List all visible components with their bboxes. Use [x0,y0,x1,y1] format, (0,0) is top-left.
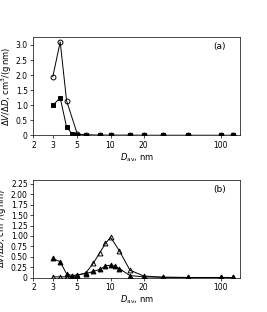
Text: (b): (b) [213,184,226,193]
X-axis label: $D_{\mathrm{av}}$, nm: $D_{\mathrm{av}}$, nm [120,151,154,164]
X-axis label: $D_{\mathrm{av}}$, nm: $D_{\mathrm{av}}$, nm [120,294,154,306]
Y-axis label: $\Delta V/\Delta D$, cm$^3$/(g$\,$nm): $\Delta V/\Delta D$, cm$^3$/(g$\,$nm) [0,47,14,126]
Text: (a): (a) [213,42,226,51]
Y-axis label: $\Delta V/\Delta D$, cm$^3$/(g$\,$nm): $\Delta V/\Delta D$, cm$^3$/(g$\,$nm) [0,189,9,268]
